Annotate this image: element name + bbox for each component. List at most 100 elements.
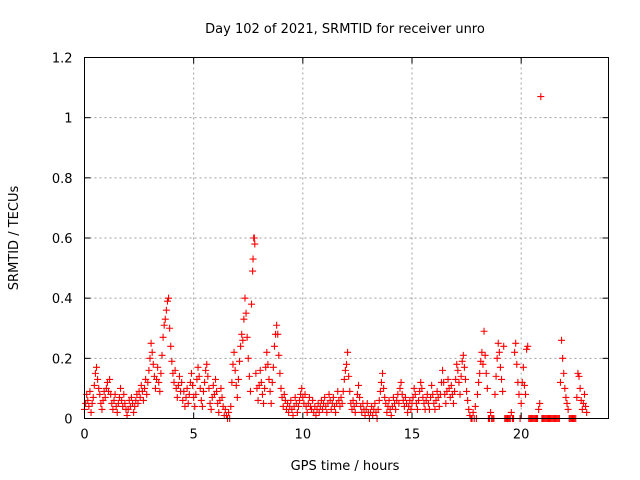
data-point [371,399,379,407]
data-point [296,396,304,404]
data-point [312,411,320,419]
data-point [558,336,566,344]
data-point [455,378,463,386]
data-point [395,399,403,407]
data-point [439,366,447,374]
data-point [207,405,215,413]
data-point [217,384,225,392]
data-point [410,384,418,392]
data-point [433,387,441,395]
data-point [381,393,389,401]
data-point [481,351,489,359]
data-point [123,411,131,419]
data-point [277,384,285,392]
data-point [385,396,393,404]
data-point [86,387,94,395]
data-point [230,348,238,356]
data-point [267,399,275,407]
data-point [369,411,377,419]
data-point [453,360,461,368]
data-point [134,399,142,407]
data-point [280,390,288,398]
data-points [81,93,591,422]
data-point [496,363,504,371]
data-point [149,360,157,368]
data-point [451,387,459,395]
data-point [199,387,207,395]
data-point [564,405,572,413]
data-point [376,387,384,395]
data-point [233,393,241,401]
data-point [159,333,167,341]
data-point [198,402,206,410]
data-point [173,393,181,401]
data-point [524,342,532,350]
data-point [213,387,221,395]
data-point [479,360,487,368]
data-point [202,366,210,374]
data-point [562,393,570,401]
data-point [513,360,521,368]
data-point [178,378,186,386]
data-point [227,402,235,410]
data-point [491,390,499,398]
data-point [87,408,95,416]
data-point [329,393,337,401]
data-point [309,396,317,404]
data-point [171,366,179,374]
data-point [377,378,385,386]
data-point [327,405,335,413]
data-point [165,294,173,302]
data-point [206,399,214,407]
data-point [495,348,503,356]
data-point [583,408,591,416]
data-point [274,330,282,338]
x-tick-labels: 0 5 10 15 20 [80,428,529,443]
data-point [560,369,568,377]
data-point [191,402,199,410]
data-point [345,372,353,380]
x-tick-label: 10 [295,428,312,443]
data-point [148,348,156,356]
data-point [580,390,588,398]
x-axis-label: GPS time / hours [291,459,400,474]
data-point [113,408,121,416]
data-point [143,390,151,398]
data-point [321,393,329,401]
data-point [201,378,209,386]
data-point [428,381,436,389]
data-point [363,399,371,407]
data-point [352,399,360,407]
data-point [332,408,340,416]
data-point [559,354,567,362]
data-point [183,384,191,392]
data-point [204,372,212,380]
data-point [238,330,246,338]
data-point [460,363,468,371]
data-point [234,375,242,383]
data-point [523,345,531,353]
data-point [355,381,363,389]
data-point [229,360,237,368]
data-point [182,393,190,401]
data-point [511,348,519,356]
data-point [184,399,192,407]
data-point [84,396,92,404]
data-point [397,378,405,386]
data-point [556,378,564,386]
data-point [298,384,306,392]
data-point [96,390,104,398]
data-point [285,408,293,416]
data-point [251,240,259,248]
data-point [471,402,479,410]
data-point [418,384,426,392]
data-point [431,405,439,413]
data-point [517,399,525,407]
data-point [161,315,169,323]
data-point [179,396,187,404]
data-point [154,363,162,371]
data-point [401,393,409,401]
data-point [260,399,268,407]
data-point [340,375,348,383]
